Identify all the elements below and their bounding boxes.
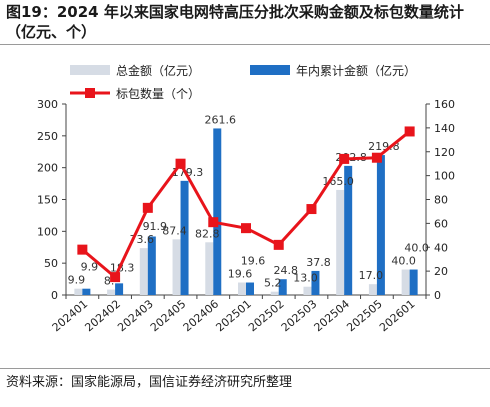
legend-label-cumulative: 年内累计金额（亿元） [296,63,416,78]
x-axis-tick-label: 202403 [115,297,156,334]
axes: 0 50 100 150 200 250 300 0 20 40 60 80 100 120 140 160 2… [37,98,455,334]
x-axis-tick-label: 202505 [344,297,385,334]
x-axis-tick-label: 202406 [181,297,222,334]
legend-swatch-cumulative [250,65,290,75]
cumulative-amount-label: 9.9 [81,261,99,274]
cumulative-amount-label: 91.9 [143,220,168,233]
cumulative-amount-bar [246,282,254,295]
total-amount-label: 87.4 [162,224,187,237]
total-amount-bar [270,291,279,295]
cumulative-amount-label: 37.8 [306,256,331,269]
package-count-marker [241,223,251,234]
right-axis-tick-label: 100 [434,170,455,183]
package-count-marker [208,217,219,228]
total-amount-bar [139,248,148,295]
total-amount-bar [401,269,410,295]
top-divider [0,44,490,45]
cumulative-amount-label: 24.8 [273,264,298,277]
package-count-marker [77,244,88,255]
x-axis-tick-label: 202401 [50,297,91,334]
figure-title: 图19：2024 年以来国家电网特高压分批次采购金额及标包数量统计（亿元、个） [6,3,464,41]
package-count-marker [110,272,121,283]
cumulative-amount-bar [213,128,222,295]
package-count-marker [142,202,153,213]
left-axis-tick-label: 200 [37,162,58,175]
cumulative-amount-bar [344,165,353,295]
cumulative-amount-label: 219.8 [368,140,400,153]
x-axis-tick-label: 202502 [246,297,287,334]
cumulative-amount-bars [82,128,418,295]
cumulative-amount-label: 179.3 [172,166,204,179]
package-count-line [77,126,415,283]
left-axis-tick-label: 50 [44,257,58,270]
package-count-marker [339,153,350,164]
package-count-marker [273,239,284,250]
right-axis-tick-label: 20 [434,265,448,278]
cumulative-amount-bar [311,270,320,295]
total-amount-label: 13.0 [293,272,318,285]
right-axis-tick-label: 0 [434,289,441,302]
total-amount-bar [368,284,377,295]
x-axis-tick-label: 202405 [148,297,189,334]
x-axis-tick-label: 202402 [82,297,123,334]
x-axis-tick-label: 202601 [377,297,418,334]
legend-swatch-total [70,65,110,75]
right-axis-tick-label: 80 [434,194,448,207]
cumulative-amount-bar [180,180,189,295]
total-amount-bar [74,288,83,295]
total-amount-label: 8. [104,275,115,288]
total-amount-bars [74,189,410,295]
total-amount-bar [205,242,214,295]
total-amount-bar [238,282,246,295]
left-axis-tick-label: 0 [51,289,58,302]
legend: 总金额（亿元） 年内累计金额（亿元） 标包数量（个） [70,63,416,101]
package-count-marker [371,152,382,163]
total-amount-label: 82.8 [195,227,220,240]
cumulative-amount-label: 19.6 [241,255,266,268]
package-count-marker [175,158,186,169]
source-note: 资料来源：国家能源局，国信证券经济研究所整理 [6,375,293,390]
left-axis-tick-label: 300 [37,98,58,111]
total-amount-label: 5.2 [264,277,282,290]
legend-marker-count [85,88,95,98]
cumulative-amount-bar [147,236,156,295]
x-axis-tick-label: 202503 [279,297,320,334]
right-axis-tick-label: 40 [434,241,448,254]
package-count-marker [404,126,415,137]
cumulative-amount-bar [278,279,287,295]
cumulative-amount-bar [376,155,385,295]
total-amount-label: 9.9 [68,274,86,287]
total-amount-label: 17.0 [359,269,384,282]
legend-label-count: 标包数量（个） [116,86,200,101]
package-count-marker [306,204,317,215]
x-axis-tick-label: 202504 [312,297,353,334]
right-axis-tick-label: 160 [434,98,455,111]
right-axis-tick-label: 120 [434,146,455,159]
cumulative-amount-label: 18.3 [110,262,135,275]
total-amount-bar [303,286,312,295]
legend-label-total: 总金额（亿元） [116,63,200,78]
cumulative-amount-label: 261.6 [205,113,237,126]
bottom-divider [0,368,490,369]
right-axis-tick-label: 60 [434,217,448,230]
left-axis-tick-label: 150 [37,194,58,207]
cumulative-amount-bar [409,269,418,295]
total-amount-bar [172,239,181,295]
total-amount-bar [336,189,345,295]
cumulative-amount-bar [82,288,91,295]
left-axis-tick-label: 250 [37,130,58,143]
total-amount-label: 40.0 [391,255,416,268]
cumulative-amount-bar [115,283,124,295]
right-axis-tick-label: 140 [434,122,455,135]
x-axis-tick-label: 202501 [213,297,254,334]
total-amount-bar [107,289,116,295]
total-amount-label: 19.6 [228,268,253,281]
left-axis-tick-label: 100 [37,225,58,238]
cumulative-amount-label: 40.0 [404,242,429,255]
